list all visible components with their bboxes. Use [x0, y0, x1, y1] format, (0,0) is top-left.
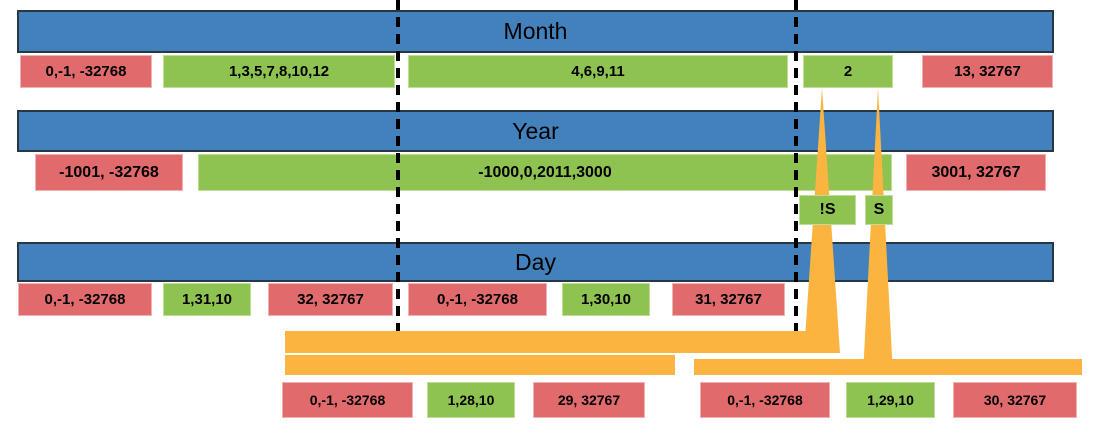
- year-class-invalid-low: -1001, -32768: [35, 154, 183, 191]
- feb29-class-invalid-high: 30, 32767: [953, 382, 1077, 418]
- partition-divider-left: [396, 0, 400, 336]
- day31-class-invalid-high: 32, 32767: [268, 283, 393, 316]
- year-bar: Year: [17, 110, 1054, 152]
- day31-class-valid: 1,31,10: [163, 283, 251, 316]
- year-bar-title: Year: [512, 117, 559, 144]
- year-class-valid-range: -1000,0,2011,3000: [198, 154, 892, 191]
- feb28-class-invalid-high: 29, 32767: [533, 382, 645, 418]
- month-class-invalid-high: 13, 32767: [922, 55, 1053, 88]
- day-bar-title: Day: [515, 248, 556, 275]
- day30-class-invalid-low: 0,-1, -32768: [408, 283, 547, 316]
- partition-divider-right: [794, 0, 798, 334]
- month-bar-title: Month: [503, 18, 568, 44]
- day-bar: Day: [17, 242, 1054, 282]
- day30-class-valid: 1,30,10: [562, 283, 650, 316]
- month-class-february: 2: [803, 55, 893, 88]
- feb28-class-valid: 1,28,10: [427, 382, 515, 418]
- month-class-30day-months: 4,6,9,11: [408, 55, 788, 88]
- day30-class-invalid-high: 31, 32767: [672, 283, 785, 316]
- february-non-leap-branch-bar: [285, 331, 837, 353]
- day31-class-invalid-low: 0,-1, -32768: [18, 283, 152, 316]
- month-class-31day-months: 1,3,5,7,8,10,12: [163, 55, 395, 88]
- feb29-class-invalid-low: 0,-1, -32768: [700, 382, 830, 418]
- february-28day-range-bar: [285, 355, 675, 375]
- year-class-invalid-high: 3001, 32767: [906, 154, 1046, 191]
- month-class-invalid-low: 0,-1, -32768: [20, 55, 152, 88]
- feb29-class-valid: 1,29,10: [846, 382, 935, 418]
- feb28-class-invalid-low: 0,-1, -32768: [282, 382, 413, 418]
- special-year-box: S: [865, 195, 893, 225]
- not-special-year-box: !S: [799, 195, 856, 225]
- month-bar: Month: [17, 10, 1054, 53]
